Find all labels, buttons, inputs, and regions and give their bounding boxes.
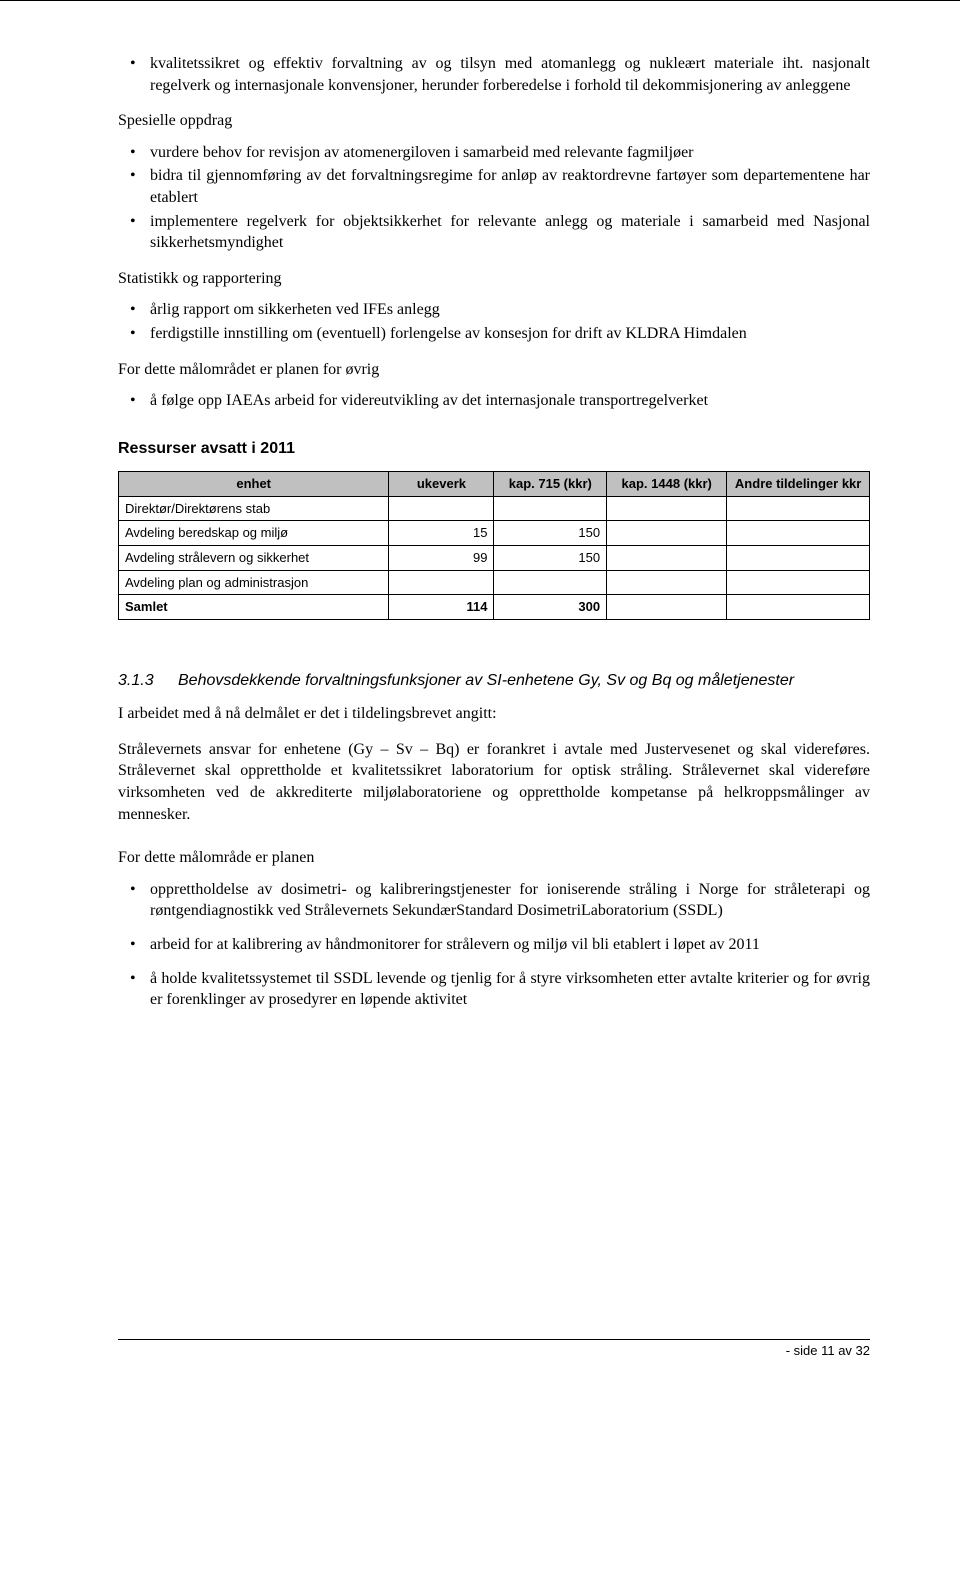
heading-ressurser: Ressurser avsatt i 2011 bbox=[118, 438, 870, 460]
col-andre: Andre tildelinger kkr bbox=[727, 472, 870, 497]
cell-kap1448 bbox=[607, 545, 727, 570]
section-title: Behovsdekkende forvaltningsfunksjoner av… bbox=[178, 670, 870, 692]
page-footer: - side 11 av 32 bbox=[118, 1342, 870, 1360]
cell-label: Avdeling beredskap og miljø bbox=[119, 521, 389, 546]
list-item: implementere regelverk for objektsikkerh… bbox=[118, 211, 870, 254]
cell-kap715 bbox=[494, 496, 607, 521]
col-kap1448: kap. 1448 (kkr) bbox=[607, 472, 727, 497]
col-kap715: kap. 715 (kkr) bbox=[494, 472, 607, 497]
table-row: Direktør/Direktørens stab bbox=[119, 496, 870, 521]
cell-label: Samlet bbox=[119, 595, 389, 620]
cell-ukeverk bbox=[389, 570, 494, 595]
cell-andre bbox=[727, 496, 870, 521]
table-row: Avdeling plan og administrasjon bbox=[119, 570, 870, 595]
list-item: å følge opp IAEAs arbeid for videreutvik… bbox=[118, 390, 870, 412]
section-313-para: Strålevernets ansvar for enhetene (Gy – … bbox=[118, 739, 870, 825]
section-313-intro: I arbeidet med å nå delmålet er det i ti… bbox=[118, 703, 870, 725]
cell-andre bbox=[727, 570, 870, 595]
cell-kap715: 300 bbox=[494, 595, 607, 620]
section-number: 3.1.3 bbox=[118, 670, 178, 692]
cell-ukeverk bbox=[389, 496, 494, 521]
cell-ukeverk: 114 bbox=[389, 595, 494, 620]
list-item: årlig rapport om sikkerheten ved IFEs an… bbox=[118, 299, 870, 321]
cell-label: Avdeling strålevern og sikkerhet bbox=[119, 545, 389, 570]
cell-andre bbox=[727, 521, 870, 546]
section-313-heading: 3.1.3 Behovsdekkende forvaltningsfunksjo… bbox=[118, 670, 870, 692]
col-enhet: enhet bbox=[119, 472, 389, 497]
cell-kap1448 bbox=[607, 570, 727, 595]
cell-ukeverk: 99 bbox=[389, 545, 494, 570]
col-ukeverk: ukeverk bbox=[389, 472, 494, 497]
list-item: vurdere behov for revisjon av atomenergi… bbox=[118, 142, 870, 164]
bullet-list-spesielle: vurdere behov for revisjon av atomenergi… bbox=[118, 142, 870, 254]
cell-kap715: 150 bbox=[494, 545, 607, 570]
table-row-total: Samlet 114 300 bbox=[119, 595, 870, 620]
heading-spesielle: Spesielle oppdrag bbox=[118, 110, 870, 132]
list-item: ferdigstille innstilling om (eventuell) … bbox=[118, 323, 870, 345]
document-page: kvalitetssikret og effektiv forvaltning … bbox=[0, 0, 960, 1400]
cell-label: Avdeling plan og administrasjon bbox=[119, 570, 389, 595]
heading-statistikk: Statistikk og rapportering bbox=[118, 268, 870, 290]
table-row: Avdeling strålevern og sikkerhet 99 150 bbox=[119, 545, 870, 570]
cell-kap1448 bbox=[607, 521, 727, 546]
table-row: Avdeling beredskap og miljø 15 150 bbox=[119, 521, 870, 546]
cell-kap715 bbox=[494, 570, 607, 595]
bullet-list-313: opprettholdelse av dosimetri- og kalibre… bbox=[118, 879, 870, 1011]
footer-wrap: - side 11 av 32 bbox=[118, 1339, 870, 1360]
heading-for-dette-2: For dette målområde er planen bbox=[118, 847, 870, 869]
cell-andre bbox=[727, 595, 870, 620]
list-item: å holde kvalitetssystemet til SSDL leven… bbox=[118, 968, 870, 1011]
resources-table: enhet ukeverk kap. 715 (kkr) kap. 1448 (… bbox=[118, 471, 870, 619]
list-item: kvalitetssikret og effektiv forvaltning … bbox=[118, 53, 870, 96]
list-item: bidra til gjennomføring av det forvaltni… bbox=[118, 165, 870, 208]
cell-label: Direktør/Direktørens stab bbox=[119, 496, 389, 521]
cell-kap1448 bbox=[607, 595, 727, 620]
list-item: arbeid for at kalibrering av håndmonitor… bbox=[118, 934, 870, 956]
cell-kap1448 bbox=[607, 496, 727, 521]
bullet-list-statistikk: årlig rapport om sikkerheten ved IFEs an… bbox=[118, 299, 870, 344]
cell-andre bbox=[727, 545, 870, 570]
bullet-list-for-dette: å følge opp IAEAs arbeid for videreutvik… bbox=[118, 390, 870, 412]
content-body: kvalitetssikret og effektiv forvaltning … bbox=[118, 53, 870, 1279]
table-header-row: enhet ukeverk kap. 715 (kkr) kap. 1448 (… bbox=[119, 472, 870, 497]
cell-ukeverk: 15 bbox=[389, 521, 494, 546]
cell-kap715: 150 bbox=[494, 521, 607, 546]
heading-for-dette: For dette målområdet er planen for øvrig bbox=[118, 359, 870, 381]
list-item: opprettholdelse av dosimetri- og kalibre… bbox=[118, 879, 870, 922]
bullet-list-top: kvalitetssikret og effektiv forvaltning … bbox=[118, 53, 870, 96]
